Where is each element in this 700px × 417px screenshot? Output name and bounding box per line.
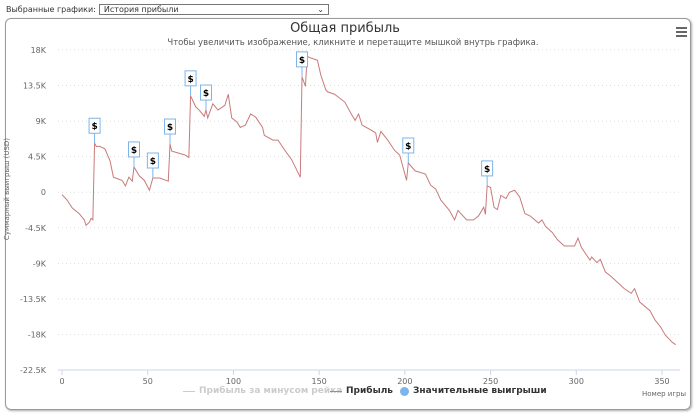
x-tick-label: 300: [569, 377, 584, 386]
big-win-flag-label: $: [299, 56, 305, 66]
legend-line-icon: [330, 390, 342, 392]
legend-item-profit[interactable]: Прибыль: [330, 386, 393, 396]
big-win-flag: [184, 70, 197, 87]
y-tick-label: -18K: [28, 330, 47, 339]
y-tick-label: -4.5K: [25, 224, 47, 233]
y-tick-label: 13.5K: [23, 82, 47, 91]
legend-label: Прибыль: [346, 386, 393, 396]
big-win-flag: [164, 118, 176, 135]
big-win-flag: [128, 141, 140, 158]
y-tick-label: -9K: [33, 259, 47, 268]
legend-dot-icon: [400, 386, 409, 396]
chart-container[interactable]: [5, 18, 691, 410]
big-win-flag-label: $: [203, 89, 209, 99]
x-tick-label: 250: [483, 377, 498, 386]
y-tick-label: 18K: [31, 46, 47, 55]
y-tick-label: -22.5K: [20, 366, 47, 375]
x-tick-label: 100: [226, 377, 241, 386]
y-tick-label: 0: [41, 188, 46, 197]
big-win-flag-label: $: [167, 123, 173, 133]
chevron-down-icon: ⌄: [317, 5, 324, 14]
x-tick-label: 350: [654, 377, 669, 386]
x-tick-label: 150: [312, 377, 327, 386]
x-tick-label: 50: [143, 377, 153, 386]
x-axis-title: Номер игры: [642, 390, 686, 398]
x-tick-label: 200: [397, 377, 412, 386]
big-win-flag: [146, 152, 159, 169]
big-win-flag: [200, 84, 212, 101]
chart-title: Общая прибыль: [290, 21, 400, 36]
chart-selector-label: Выбранные графики:: [6, 5, 96, 14]
big-win-flag: [481, 160, 494, 177]
chart-selector-row: Выбранные графики: История прибыли ⌄: [6, 4, 329, 15]
big-win-flag-label: $: [131, 146, 137, 156]
profit-line: [61, 55, 676, 346]
big-win-flag-label: $: [187, 75, 193, 85]
big-win-flag: [402, 137, 415, 154]
chart-subtitle: Чтобы увеличить изображение, кликните и …: [167, 38, 539, 48]
big-win-flag: [296, 51, 308, 68]
big-win-flag: [88, 117, 101, 134]
legend-item-big-wins[interactable]: Значительные выигрыши: [400, 386, 547, 396]
big-win-flag-label: $: [484, 165, 490, 175]
chart-selector-dropdown[interactable]: История прибыли ⌄: [98, 4, 329, 15]
legend-label: Значительные выигрыши: [413, 386, 547, 396]
y-tick-label: 9K: [36, 117, 47, 126]
y-tick-label: 4.5K: [28, 153, 47, 162]
legend-label: Прибыль за минусом рейка: [199, 386, 343, 396]
x-tick-label: 0: [59, 377, 64, 386]
chart-selector-value: История прибыли: [103, 5, 179, 14]
big-win-flag-label: $: [91, 122, 97, 132]
legend-line-icon: [183, 390, 195, 392]
hamburger-menu-icon[interactable]: [676, 27, 687, 39]
y-tick-label: -13.5K: [20, 295, 47, 304]
big-win-flag-label: $: [405, 142, 411, 152]
big-win-flag-label: $: [150, 157, 156, 167]
legend-item-net-profit[interactable]: Прибыль за минусом рейка: [183, 386, 342, 396]
